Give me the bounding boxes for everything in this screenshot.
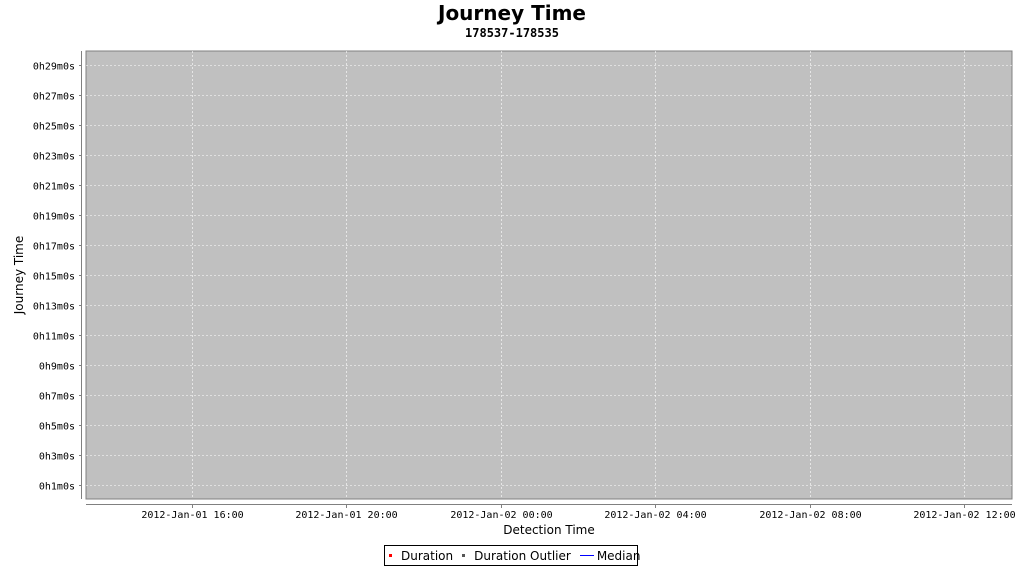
grid-lines (86, 51, 1012, 499)
x-axis: 2012-Jan-01 16:00 2012-Jan-01 20:00 2012-J… (86, 504, 1016, 521)
y-tick-label: 0h3m0s (39, 452, 75, 463)
y-tick-label: 0h19m0s (33, 212, 75, 223)
plot-area (85, 50, 1013, 500)
y-tick-label: 0h25m0s (33, 122, 75, 133)
y-tick-label: 0h17m0s (33, 242, 75, 253)
y-tick-label: 0h23m0s (33, 152, 75, 163)
y-tick-label: 0h7m0s (39, 392, 75, 403)
legend-outlier-marker (462, 554, 466, 557)
y-tick-label: 0h1m0s (39, 482, 75, 493)
y-tick-label: 0h9m0s (39, 362, 75, 373)
y-axis-label: Journey Time (12, 236, 26, 315)
chart-legend: Duration Duration Outlier Median (384, 545, 641, 566)
legend-item-median: Median (579, 548, 641, 563)
y-tick-label: 0h29m0s (33, 62, 75, 73)
legend-item-duration-outlier: Duration Outlier (462, 549, 571, 563)
legend-duration-label: Duration (401, 548, 454, 563)
chart-title: Journey Time (438, 1, 586, 25)
legend-item-duration: Duration (389, 549, 453, 563)
y-axis: 0h1m0s 0h3m0s 0h5m0s 0h7m0s 0h9m0s 0h11m0s 0h1… (33, 51, 82, 499)
y-tick-label: 0h21m0s (33, 182, 75, 193)
x-tick-label: 2012-Jan-02 08:00 (759, 510, 861, 521)
y-tick-label: 0h13m0s (33, 302, 75, 313)
y-tick-label: 0h5m0s (39, 422, 75, 433)
y-tick-label: 0h15m0s (33, 272, 75, 283)
y-tick-label: 0h27m0s (33, 92, 75, 103)
legend-outlier-label: Duration Outlier (474, 548, 571, 563)
x-tick-label: 2012-Jan-01 20:00 (295, 510, 397, 521)
x-tick-label: 2012-Jan-02 12:00 (913, 510, 1015, 521)
x-tick-label: 2012-Jan-01 16:00 (141, 510, 243, 521)
y-tick-label: 0h11m0s (33, 332, 75, 343)
x-tick-label: 2012-Jan-02 04:00 (604, 510, 706, 521)
legend-duration-marker (389, 554, 392, 557)
legend-median-label: Median (596, 548, 641, 563)
x-axis-label: Detection Time (503, 523, 594, 537)
legend-median-marker (579, 555, 594, 556)
chart-subtitle: 178537-178535 (465, 26, 559, 40)
x-tick-label: 2012-Jan-02 00:00 (450, 510, 552, 521)
